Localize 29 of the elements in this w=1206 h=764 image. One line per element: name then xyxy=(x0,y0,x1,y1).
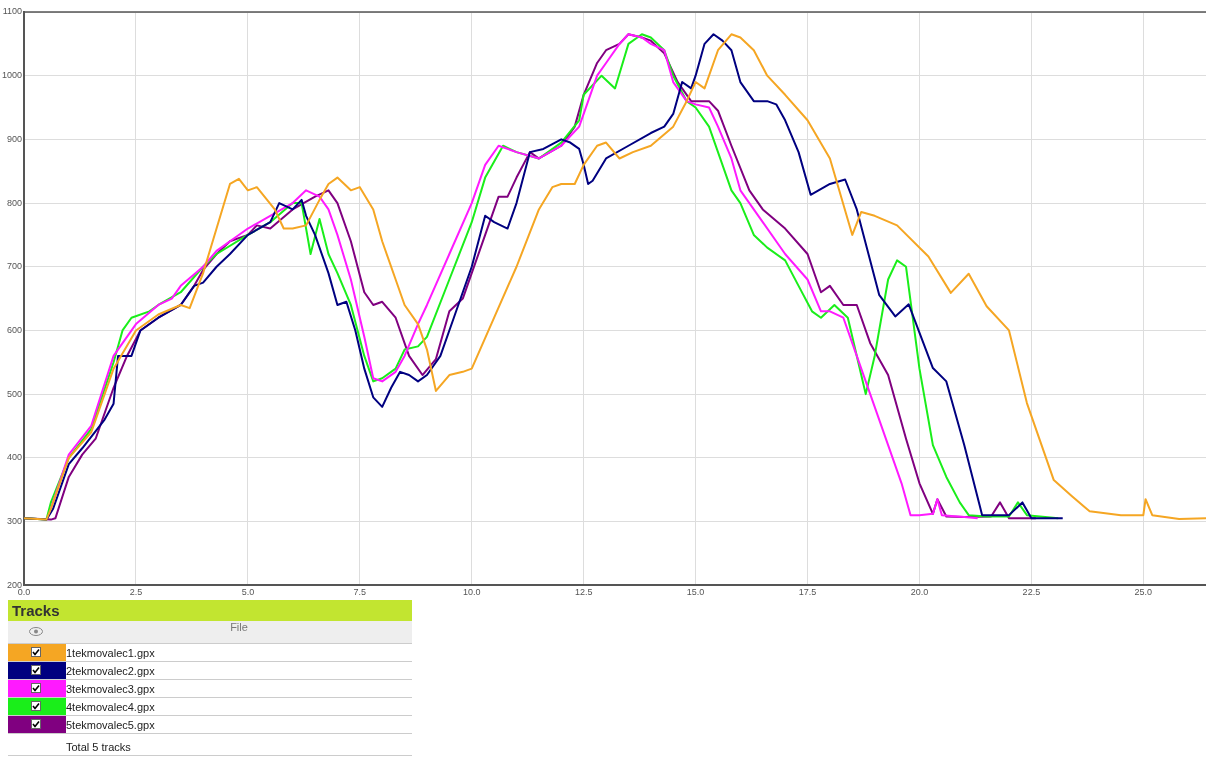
x-tick-label: 25.0 xyxy=(1134,587,1153,598)
x-tick-label: 7.5 xyxy=(353,587,367,598)
y-tick-label: 1100 xyxy=(2,6,23,17)
x-tick-label: 10.0 xyxy=(462,587,481,598)
legend-label: 2tekmovalec2.gpx xyxy=(66,664,155,677)
text: File xyxy=(64,621,412,644)
x-tick-label: 17.5 xyxy=(798,587,817,598)
legend-label: 1tekmovalec1.gpx xyxy=(66,646,155,659)
legend-label: 3tekmovalec3.gpx xyxy=(66,682,155,695)
y-tick-label: 400 xyxy=(6,452,23,463)
x-tick-label: 12.5 xyxy=(574,587,593,598)
legend-label: 5tekmovalec5.gpx xyxy=(66,718,155,731)
x-tick-label: 15.0 xyxy=(686,587,705,598)
y-tick-label: 600 xyxy=(6,324,23,335)
y-tick-label: 200 xyxy=(6,579,23,590)
y-tick-label: 700 xyxy=(6,261,23,272)
legend-title: Tracks xyxy=(8,600,412,621)
x-tick-label: 20.0 xyxy=(910,587,929,598)
x-tick-label: 22.5 xyxy=(1022,587,1041,598)
y-tick-label: 1000 xyxy=(1,70,23,81)
legend-label: 4tekmovalec4.gpx xyxy=(66,700,155,713)
y-tick-label: 300 xyxy=(6,516,23,526)
y-tick-label: 800 xyxy=(6,197,23,208)
x-tick-label: 0.0 xyxy=(17,587,31,598)
text: Total 5 tracks xyxy=(64,733,412,756)
x-tick-label: 2.5 xyxy=(129,587,143,598)
x-tick-label: 5.0 xyxy=(241,587,255,598)
y-tick-label: 900 xyxy=(6,133,23,144)
y-tick-label: 500 xyxy=(6,388,23,399)
